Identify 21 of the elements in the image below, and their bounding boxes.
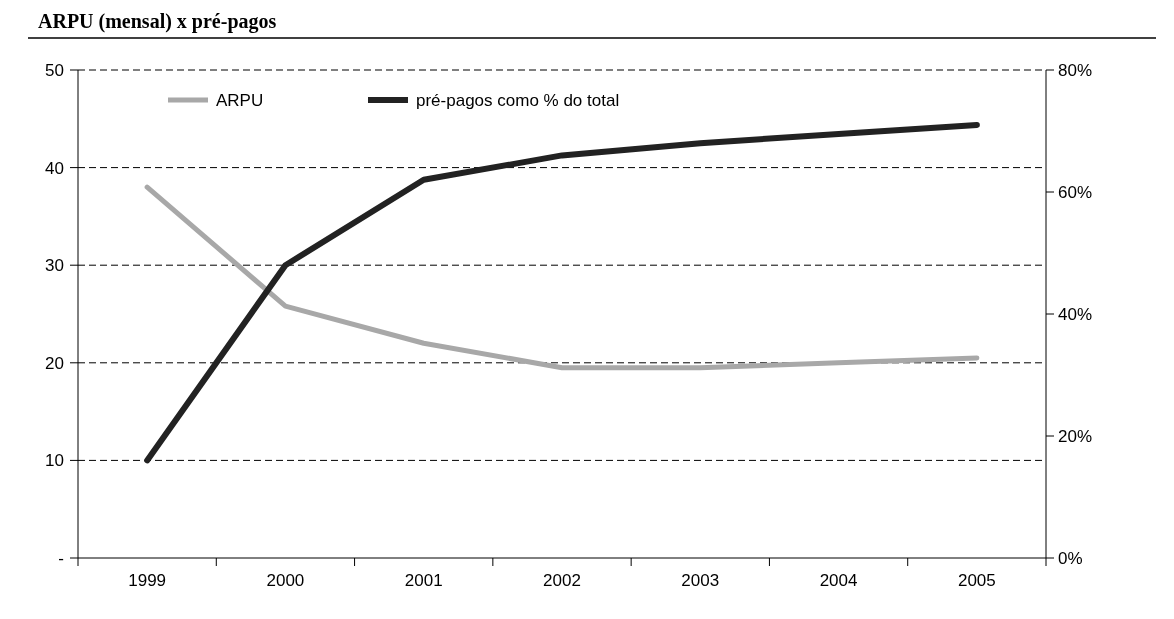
y-tick-label: 20 [45,353,64,373]
x-tick-label: 2003 [681,571,720,590]
legend-label: ARPU [216,90,264,110]
chart-title: ARPU (mensal) x pré-pagos [38,10,277,33]
x-tick-label: 2001 [404,571,443,590]
y2-tick-label: 0% [1058,548,1083,568]
x-tick-label: 2002 [543,571,581,590]
y-tick-label: 40 [45,158,64,178]
y-tick-label: 30 [45,256,64,276]
y2-tick-label: 80% [1058,60,1093,80]
x-tick-label: 1999 [128,571,167,590]
x-tick-label: 2004 [819,571,858,590]
y-tick-label: - [58,548,64,568]
x-tick-label: 2000 [266,571,305,590]
y2-tick-label: 20% [1058,426,1093,446]
x-tick-label: 2005 [957,571,996,590]
legend-label: pré-pagos como % do total [416,90,620,110]
y-tick-label: 10 [45,451,64,471]
y2-tick-label: 60% [1058,182,1093,202]
y-tick-label: 50 [45,60,64,80]
y2-tick-label: 40% [1058,304,1093,324]
